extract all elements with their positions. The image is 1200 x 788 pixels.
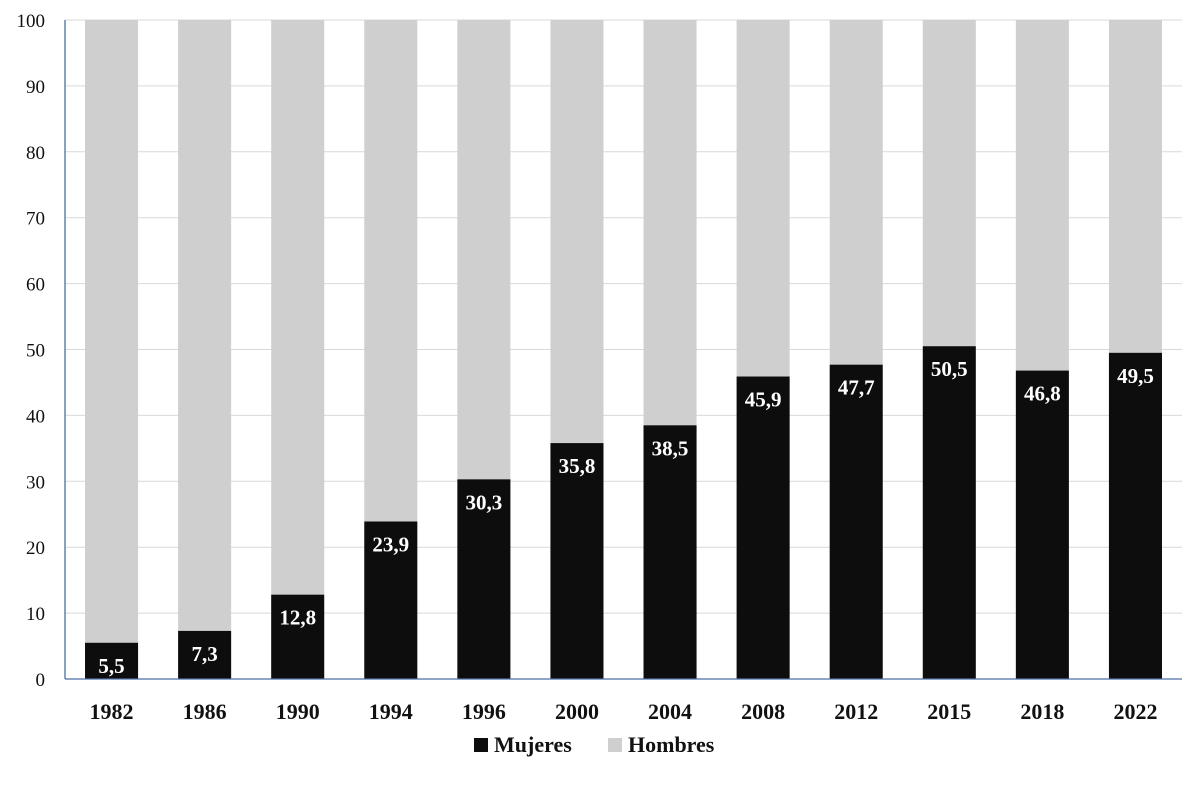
bar-hombres-2000	[550, 20, 604, 444]
y-tick-label: 10	[26, 604, 45, 625]
bar-hombres-1982	[85, 20, 139, 643]
bar-mujeres-1994	[364, 521, 418, 679]
y-tick-label: 50	[26, 341, 45, 362]
data-label-mujeres-2004: 38,5	[652, 436, 689, 460]
bar-mujeres-1990	[271, 594, 325, 679]
x-tick-label: 2022	[1113, 699, 1157, 724]
data-label-mujeres-2008: 45,9	[745, 388, 782, 412]
x-tick-label: 2000	[555, 699, 599, 724]
x-tick-label: 2004	[648, 699, 692, 724]
bar-hombres-2018	[1015, 20, 1069, 371]
bar-hombres-2022	[1108, 20, 1162, 353]
bar-hombres-2008	[736, 20, 790, 377]
bars	[85, 20, 1162, 679]
y-tick-labels: 0 10 20 30 40 50 60 70 80 90 100	[17, 11, 46, 691]
y-tick-label: 30	[26, 472, 45, 493]
bar-hombres-1994	[364, 20, 418, 522]
bar-mujeres-2022	[1108, 352, 1162, 679]
x-tick-label: 1982	[90, 699, 134, 724]
bar-mujeres-2008	[736, 376, 790, 679]
x-tick-label: 2008	[741, 699, 785, 724]
data-label-mujeres-1994: 23,9	[372, 532, 409, 556]
x-tick-label: 1986	[183, 699, 227, 724]
bar-hombres-1986	[178, 20, 232, 631]
bar-hombres-2004	[643, 20, 697, 426]
data-label-mujeres-1996: 30,3	[466, 490, 503, 514]
bar-mujeres-1996	[457, 479, 511, 679]
gridlines	[65, 19, 1182, 614]
bar-hombres-1996	[457, 20, 511, 480]
x-tick-label: 1994	[369, 699, 413, 724]
y-tick-label: 40	[26, 406, 45, 427]
y-tick-label: 0	[36, 670, 46, 691]
data-label-mujeres-2022: 49,5	[1117, 364, 1154, 388]
data-label-mujeres-2012: 47,7	[838, 376, 875, 400]
x-tick-label: 2018	[1020, 699, 1064, 724]
y-tick-label: 90	[26, 77, 45, 98]
bar-mujeres-2018	[1015, 370, 1069, 679]
data-label-mujeres-2018: 46,8	[1024, 382, 1061, 406]
x-tick-labels: 1982 1986 1990 1994 1996 2000 2004 2008 2012 2015…	[90, 699, 1158, 724]
y-tick-label: 60	[26, 275, 45, 296]
data-label-mujeres-2015: 50,5	[931, 357, 968, 381]
x-tick-label: 2015	[927, 699, 971, 724]
data-label-mujeres-2000: 35,8	[559, 454, 596, 478]
legend-label-mujeres: Mujeres	[494, 732, 572, 757]
legend-label-hombres: Hombres	[628, 732, 715, 757]
bar-hombres-2012	[829, 20, 883, 365]
x-tick-label: 1990	[276, 699, 320, 724]
data-label-mujeres-1982: 5,5	[98, 654, 124, 678]
axes	[64, 20, 1182, 680]
y-tick-label: 80	[26, 143, 45, 164]
bar-mujeres-2012	[829, 364, 883, 679]
bar-hombres-2015	[922, 20, 976, 347]
bar-mujeres-2004	[643, 425, 697, 679]
legend: Mujeres Hombres	[474, 732, 715, 757]
y-tick-label: 70	[26, 209, 45, 230]
x-tick-label: 1996	[462, 699, 506, 724]
legend-swatch-mujeres	[474, 738, 488, 752]
bar-mujeres-1986	[178, 630, 232, 679]
bar-hombres-1990	[271, 20, 325, 595]
y-tick-label: 100	[17, 11, 46, 32]
bar-mujeres-2000	[550, 443, 604, 679]
data-label-mujeres-1986: 7,3	[192, 642, 218, 666]
y-tick-label: 20	[26, 538, 45, 559]
x-tick-label: 2012	[834, 699, 878, 724]
data-labels: 5,5 7,3 12,8 23,9 30,3 35,8 38,5 45,9 47,7 50,5 46…	[98, 357, 1153, 678]
bar-mujeres-1982	[85, 642, 139, 679]
data-label-mujeres-1990: 12,8	[279, 606, 316, 630]
legend-swatch-hombres	[608, 738, 622, 752]
bar-mujeres-2015	[922, 346, 976, 679]
